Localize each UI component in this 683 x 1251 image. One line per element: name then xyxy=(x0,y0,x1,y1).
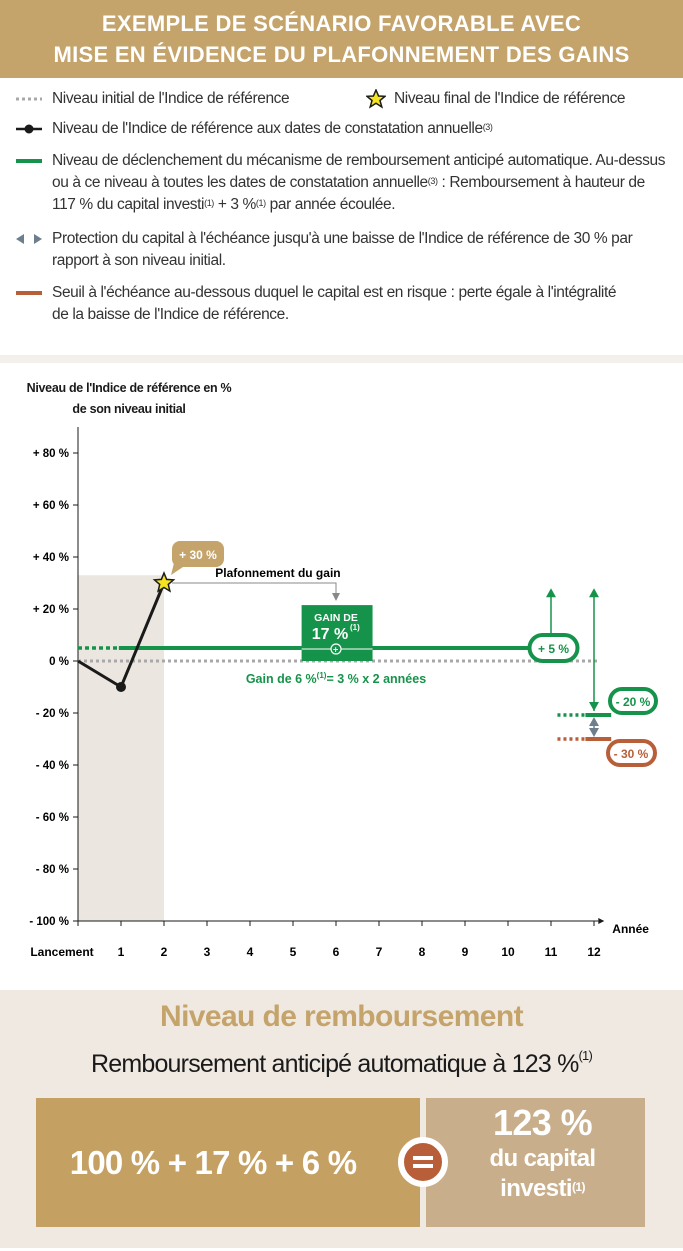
divider-band xyxy=(0,355,683,363)
x-tick-label: Lancement xyxy=(30,945,93,959)
x-tick-label: 8 xyxy=(419,945,426,959)
x-tick-label: 11 xyxy=(545,945,558,959)
title-line-2: MISE EN ÉVIDENCE DU PLAFONNEMENT DES GAI… xyxy=(53,42,630,67)
plus-circle-icon xyxy=(330,643,342,655)
index-point xyxy=(116,682,126,692)
repayment-section: Niveau de remboursement Remboursement an… xyxy=(0,990,683,1248)
star-icon xyxy=(366,89,386,109)
final-trigger-badge xyxy=(608,687,658,715)
double-arrow-icon xyxy=(16,234,42,244)
line-dot-icon xyxy=(16,124,42,134)
result-box: 123 % du capital investi(1) xyxy=(426,1098,645,1227)
arrow-down-icon xyxy=(589,702,599,711)
formula-box: 100 % + 17 % + 6 % xyxy=(36,1098,420,1227)
elapsed-period-shade xyxy=(78,575,164,921)
cap-arrow-icon xyxy=(332,593,340,601)
gain-box-value: 17 % xyxy=(312,626,348,643)
gain-coupon-label: Gain de 6 %(1)= 3 % x 2 années xyxy=(246,671,426,686)
gain-coupon-text-2: = 3 % x 2 années xyxy=(326,672,426,686)
cap-label: Plafonnement du gain xyxy=(215,566,340,580)
gain-box-sup: (1) xyxy=(350,623,360,632)
repayment-subtitle: Remboursement anticipé automatique à 123… xyxy=(90,1048,593,1078)
x-tick-label: 1 xyxy=(118,945,125,959)
trigger-level-label: + 5 % xyxy=(538,642,569,656)
equals-icon xyxy=(398,1137,448,1187)
x-tick-label: 10 xyxy=(501,945,515,959)
y-tick-label: - 60 % xyxy=(36,812,69,824)
header-title: EXEMPLE DE SCÉNARIO FAVORABLE AVEC MISE … xyxy=(0,0,683,78)
x-tick-label: 2 xyxy=(161,945,168,959)
green-line-icon xyxy=(16,159,42,163)
chart: Année + 80 % + 60 % + 40 % + 20 % 0 % - 20 % - … xyxy=(29,427,658,959)
final-trigger-label: - 20 % xyxy=(616,695,651,709)
dotted-line-icon xyxy=(16,97,42,101)
x-tick-label: 4 xyxy=(247,945,254,959)
trigger-level-badge xyxy=(527,633,580,663)
arrow-up-icon xyxy=(546,588,556,598)
y-tick-label: - 20 % xyxy=(36,708,69,720)
arrow-up-icon xyxy=(589,588,599,598)
gain-coupon-text: Gain de 6 % xyxy=(246,672,317,686)
y-tick-label: 0 % xyxy=(49,656,69,668)
gain-box-title: GAIN DE xyxy=(314,612,358,624)
gain-coupon-sup: (1) xyxy=(317,671,327,680)
y-tick-label: + 20 % xyxy=(33,604,69,616)
plus-icon: + xyxy=(333,645,338,655)
protection-arrow-down-icon xyxy=(589,728,599,737)
orange-line-icon xyxy=(16,291,42,295)
repayment-title: Niveau de remboursement xyxy=(160,1000,524,1033)
x-axis-arrow-icon xyxy=(598,918,605,924)
title-line-1: EXEMPLE DE SCÉNARIO FAVORABLE AVEC xyxy=(101,11,582,36)
x-axis-title: Année xyxy=(612,922,649,936)
x-tick-label: 7 xyxy=(376,945,383,959)
cap-connector xyxy=(172,582,337,594)
x-tick-label: 12 xyxy=(587,945,601,959)
risk-threshold-label: - 30 % xyxy=(614,747,649,761)
y-tick-label: + 80 % xyxy=(33,448,69,460)
x-tick-label: 6 xyxy=(333,945,340,959)
x-tick-label: 9 xyxy=(462,945,469,959)
y-tick-label: - 100 % xyxy=(29,916,69,928)
final-level-badge-tail xyxy=(171,563,186,575)
y-tick-label: - 40 % xyxy=(36,760,69,772)
y-tick-label: - 80 % xyxy=(36,864,69,876)
y-axis-title: Niveau de l'Indice de référence en % de … xyxy=(26,381,232,416)
x-tick-label: 3 xyxy=(204,945,211,959)
final-level-label: + 30 % xyxy=(179,548,217,562)
risk-threshold-badge xyxy=(606,739,657,767)
x-tick-label: 5 xyxy=(290,945,297,959)
protection-arrow-up-icon xyxy=(589,717,599,726)
final-level-star-icon xyxy=(152,571,176,593)
final-level-badge xyxy=(172,541,224,567)
y-tick-label: + 60 % xyxy=(33,500,69,512)
y-tick-label: + 40 % xyxy=(33,552,69,564)
